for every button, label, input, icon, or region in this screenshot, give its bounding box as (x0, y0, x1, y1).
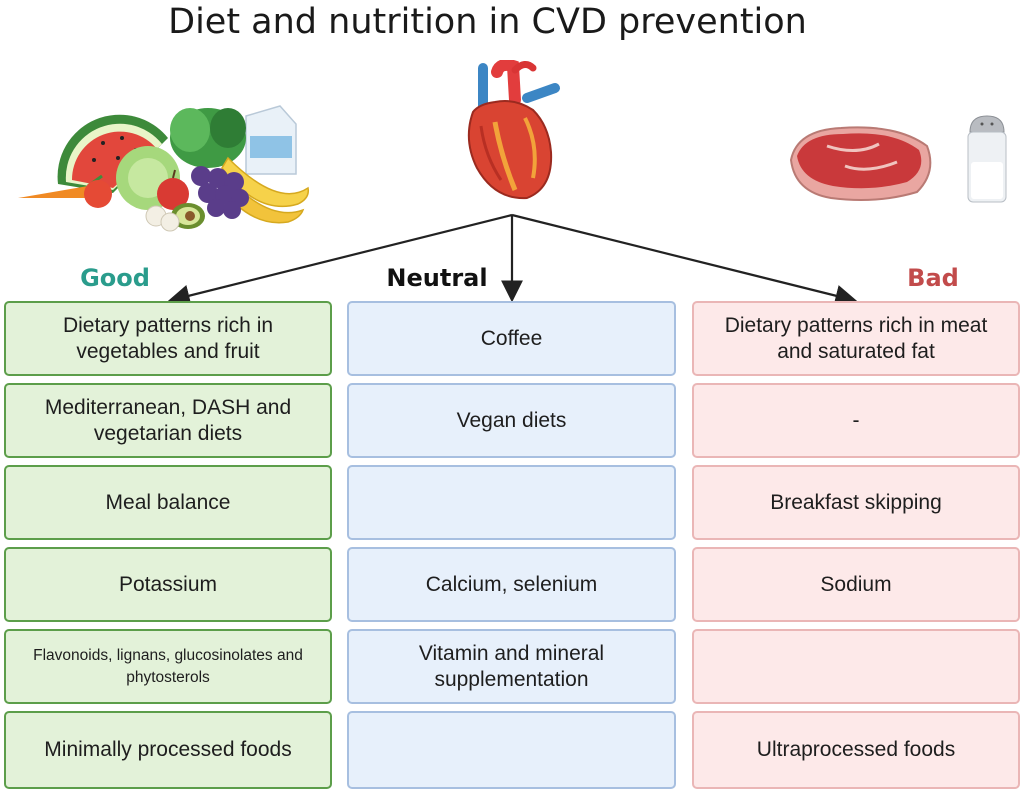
bad-cell: Breakfast skipping (692, 465, 1020, 540)
heart-icon (467, 60, 560, 200)
neutral-cell: Vegan diets (347, 383, 676, 458)
good-cell: Meal balance (4, 465, 332, 540)
good-cell: Flavonoids, lignans, glucosinolates and … (4, 629, 332, 704)
bad-cell: Sodium (692, 547, 1020, 622)
bad-cell (692, 629, 1020, 704)
bad-cell: Dietary patterns rich in meat and satura… (692, 301, 1020, 376)
meat-icon (789, 126, 932, 201)
column-heading-bad: Bad (907, 264, 959, 292)
good-cell: Dietary patterns rich in vegetables and … (4, 301, 332, 376)
bad-cell: - (692, 383, 1020, 458)
column-heading-good: Good (80, 264, 150, 292)
neutral-cell: Coffee (347, 301, 676, 376)
column-heading-neutral: Neutral (386, 264, 488, 292)
neutral-cell (347, 711, 676, 789)
arrow-bad (511, 213, 858, 307)
good-cell: Minimally processed foods (4, 711, 332, 789)
arrow-good (167, 213, 513, 307)
neutral-cell: Calcium, selenium (347, 547, 676, 622)
neutral-cell (347, 465, 676, 540)
fruits-vegetables-icon (18, 105, 310, 232)
neutral-cell: Vitamin and mineral supplementation (347, 629, 676, 704)
bad-cell: Ultraprocessed foods (692, 711, 1020, 789)
good-cell: Mediterranean, DASH and vegetarian diets (4, 383, 332, 458)
good-cell: Potassium (4, 547, 332, 622)
page-title: Diet and nutrition in CVD prevention (168, 2, 807, 42)
salt-shaker-icon (967, 115, 1007, 203)
